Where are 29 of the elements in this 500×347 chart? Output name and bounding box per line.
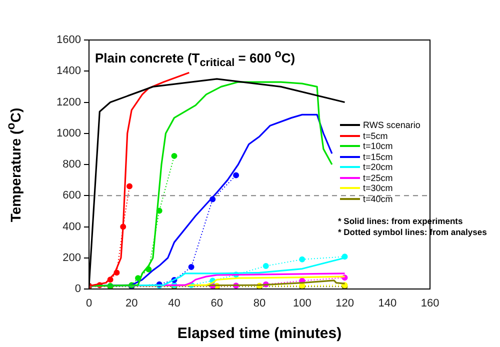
y-tick-label: 1200 xyxy=(56,96,81,108)
x-axis-title: Elapsed time (minutes) xyxy=(177,325,342,342)
legend-label: t=15cm xyxy=(363,152,393,162)
y-tick-label: 1600 xyxy=(56,34,81,46)
x-tick-label: 120 xyxy=(336,298,354,310)
legend-label: t=5cm xyxy=(363,130,388,141)
legend-label: t=10cm xyxy=(363,141,393,152)
legend-label: t=40cm xyxy=(363,194,393,204)
legend-label: t=30cm xyxy=(363,183,393,194)
x-tick-label: 60 xyxy=(210,298,223,310)
y-tick-label: 400 xyxy=(62,220,81,233)
legend-label: t=25cm xyxy=(363,172,393,183)
y-tick-label: 200 xyxy=(62,252,81,264)
text: Plain concrete (T$_{critical}$ = 600 $^{o}$C) xyxy=(95,48,296,69)
x-tick-label: 160 xyxy=(420,298,440,310)
legend-label: RWS scenario xyxy=(363,120,420,130)
y-tick-label: 1400 xyxy=(56,65,81,78)
x-tick-label: 20 xyxy=(126,298,138,310)
x-tick-label: 80 xyxy=(253,298,266,310)
x-tick-label: 40 xyxy=(168,298,180,310)
annotation: * Dotted symbol lines: from analyses xyxy=(338,227,487,238)
x-tick-label: 100 xyxy=(292,298,312,310)
legend-label: t=20cm xyxy=(363,162,393,172)
y-tick-label: 0 xyxy=(74,283,81,296)
x-tick-label: 0 xyxy=(86,298,92,310)
y-tick-label: 600 xyxy=(62,190,81,202)
y-tick-label: 800 xyxy=(62,158,81,171)
y-tick-label: 1000 xyxy=(56,127,81,140)
x-tick-label: 140 xyxy=(378,298,397,310)
